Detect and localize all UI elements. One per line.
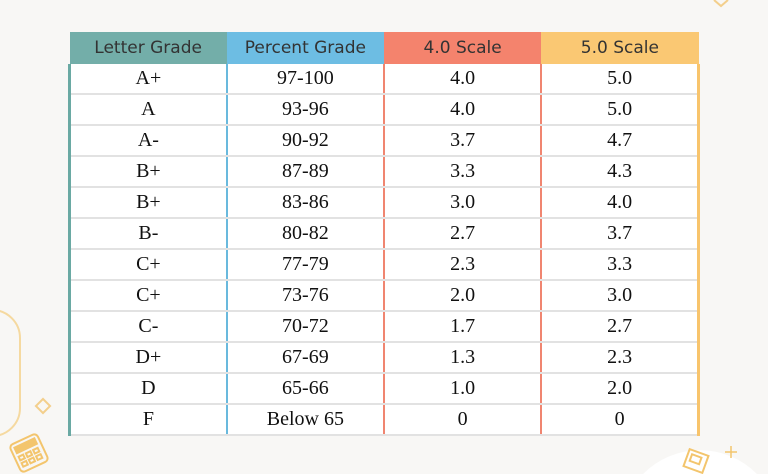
scale-5-cell: 3.0 [540, 280, 701, 312]
percent-grade-cell: 90-92 [225, 125, 384, 157]
diamond-top-icon [713, 0, 729, 8]
letter-grade-cell: A [67, 94, 227, 126]
scale-5-cell: 5.0 [540, 94, 701, 126]
table-row: F Below 65 0 0 [67, 404, 701, 436]
letter-grade-cell: D+ [67, 342, 227, 374]
scale-5-cell: 2.3 [540, 342, 701, 374]
header-letter-grade: Letter Grade [69, 32, 227, 64]
percent-grade-cell: 73-76 [225, 280, 384, 312]
letter-grade-cell: B- [67, 218, 227, 250]
scale-5-cell: 3.7 [540, 218, 701, 250]
table-row: B+ 83-86 3.0 4.0 [67, 187, 701, 219]
letter-grade-cell: B+ [67, 187, 227, 219]
document-icon [682, 447, 710, 474]
plus-icon [725, 446, 737, 458]
scale-5-cell: 5.0 [540, 64, 701, 95]
table-header-row: Letter Grade Percent Grade 4.0 Scale 5.0… [69, 32, 699, 64]
letter-grade-cell: C- [67, 311, 227, 343]
table-row: C- 70-72 1.7 2.7 [67, 311, 701, 343]
table-row: A- 90-92 3.7 4.7 [67, 125, 701, 157]
percent-grade-cell: 77-79 [225, 249, 384, 281]
table-row: C+ 73-76 2.0 3.0 [67, 280, 701, 312]
table-row: B+ 87-89 3.3 4.3 [67, 156, 701, 188]
letter-grade-cell: D [67, 373, 227, 405]
percent-grade-cell: Below 65 [225, 404, 384, 436]
rounded-rect-outline [0, 310, 21, 436]
scale-4-cell: 0 [382, 404, 542, 436]
scale-5-cell: 4.0 [540, 187, 701, 219]
scale-5-cell: 4.3 [540, 156, 701, 188]
scale-4-cell: 1.3 [382, 342, 542, 374]
table-row: A 93-96 4.0 5.0 [67, 94, 701, 126]
scale-4-cell: 2.0 [382, 280, 542, 312]
header-4-scale: 4.0 Scale [384, 32, 542, 64]
percent-grade-cell: 67-69 [225, 342, 384, 374]
diamond-outline-icon [34, 397, 52, 415]
letter-grade-cell: A+ [67, 64, 227, 95]
letter-grade-cell: C+ [67, 280, 227, 312]
percent-grade-cell: 83-86 [225, 187, 384, 219]
scale-4-cell: 1.0 [382, 373, 542, 405]
scale-4-cell: 3.3 [382, 156, 542, 188]
letter-grade-cell: A- [67, 125, 227, 157]
percent-grade-cell: 97-100 [225, 64, 384, 95]
scale-4-cell: 2.3 [382, 249, 542, 281]
calculator-icon [9, 433, 49, 473]
percent-grade-cell: 65-66 [225, 373, 384, 405]
table-row: D 65-66 1.0 2.0 [67, 373, 701, 405]
scale-5-cell: 4.7 [540, 125, 701, 157]
scale-4-cell: 3.0 [382, 187, 542, 219]
percent-grade-cell: 70-72 [225, 311, 384, 343]
percent-grade-cell: 87-89 [225, 156, 384, 188]
grade-conversion-table: Letter Grade Percent Grade 4.0 Scale 5.0… [67, 32, 701, 436]
table-row: A+ 97-100 4.0 5.0 [67, 64, 701, 95]
scale-5-cell: 2.7 [540, 311, 701, 343]
table-row: B- 80-82 2.7 3.7 [67, 218, 701, 250]
percent-grade-cell: 93-96 [225, 94, 384, 126]
scale-5-cell: 3.3 [540, 249, 701, 281]
table-row: C+ 77-79 2.3 3.3 [67, 249, 701, 281]
scale-4-cell: 4.0 [382, 94, 542, 126]
table-row: D+ 67-69 1.3 2.3 [67, 342, 701, 374]
scale-5-cell: 2.0 [540, 373, 701, 405]
letter-grade-cell: C+ [67, 249, 227, 281]
scale-4-cell: 1.7 [382, 311, 542, 343]
header-5-scale: 5.0 Scale [541, 32, 699, 64]
scale-4-cell: 4.0 [382, 64, 542, 95]
letter-grade-cell: F [67, 404, 227, 436]
scale-4-cell: 3.7 [382, 125, 542, 157]
scale-5-cell: 0 [540, 404, 701, 436]
scale-4-cell: 2.7 [382, 218, 542, 250]
header-percent-grade: Percent Grade [226, 32, 384, 64]
letter-grade-cell: B+ [67, 156, 227, 188]
percent-grade-cell: 80-82 [225, 218, 384, 250]
